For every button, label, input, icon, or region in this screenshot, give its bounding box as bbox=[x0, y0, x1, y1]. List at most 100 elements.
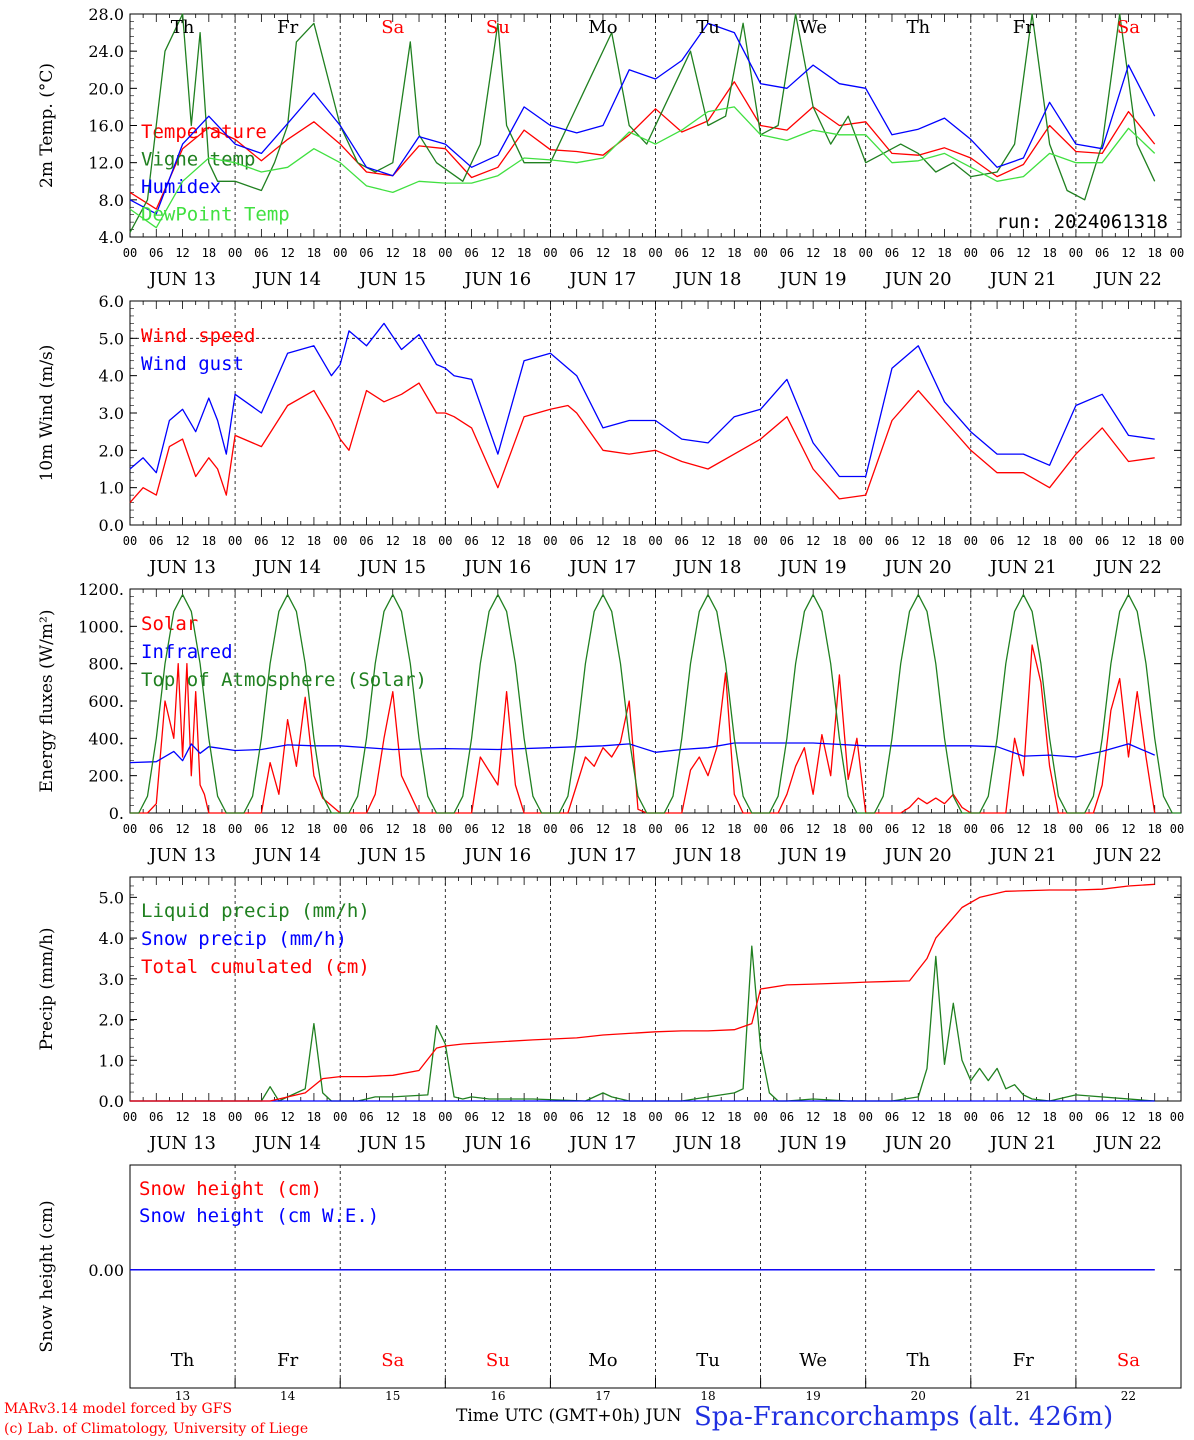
hour-tick-label: 12 bbox=[175, 822, 189, 836]
day-label: JUN 22 bbox=[1093, 845, 1162, 866]
hour-tick-label: 18 bbox=[517, 534, 531, 548]
lab-credit: (c) Lab. of Climatology, University of L… bbox=[4, 1421, 309, 1437]
hour-tick-label: 12 bbox=[911, 822, 925, 836]
day-label: JUN 16 bbox=[462, 845, 531, 866]
y-tick-label: 28.0 bbox=[88, 5, 124, 24]
day-label: JUN 18 bbox=[673, 845, 742, 866]
hour-tick-label: 06 bbox=[569, 246, 583, 260]
hour-tick-label: 18 bbox=[1042, 246, 1056, 260]
hour-tick-label: 00 bbox=[858, 1110, 872, 1124]
hour-tick-label: 00 bbox=[753, 822, 767, 836]
hour-tick-label: 00 bbox=[858, 534, 872, 548]
hour-tick-label: 06 bbox=[990, 822, 1004, 836]
hour-tick-label: 06 bbox=[464, 534, 478, 548]
hour-tick-label: 06 bbox=[990, 1110, 1004, 1124]
y-tick-label: 3.0 bbox=[99, 404, 124, 423]
hour-tick-label: 00 bbox=[333, 1110, 347, 1124]
hour-tick-label: 12 bbox=[911, 1110, 925, 1124]
hour-tick-label: 18 bbox=[727, 822, 741, 836]
hour-tick-label: 18 bbox=[832, 1110, 846, 1124]
day-label: JUN 13 bbox=[147, 557, 216, 578]
hour-tick-label: 00 bbox=[228, 822, 242, 836]
hour-tick-label: 12 bbox=[280, 1110, 294, 1124]
day-label: JUN 13 bbox=[147, 269, 216, 290]
hour-tick-label: 18 bbox=[1147, 246, 1161, 260]
day-number-label: 17 bbox=[595, 1389, 610, 1403]
weekday-label: Sa bbox=[1117, 17, 1140, 38]
day-label: JUN 19 bbox=[778, 557, 847, 578]
y-tick-label: 0. bbox=[109, 804, 124, 823]
weekday-label: Tu bbox=[696, 1350, 720, 1371]
hour-tick-label: 18 bbox=[307, 246, 321, 260]
day-label: JUN 14 bbox=[252, 1133, 321, 1154]
legend-entry: Infrared bbox=[141, 641, 233, 663]
hour-tick-label: 18 bbox=[412, 822, 426, 836]
y-tick-label: 8.0 bbox=[99, 191, 124, 210]
series-line-wind-gust bbox=[129, 322, 1155, 478]
day-label: JUN 21 bbox=[988, 1133, 1057, 1154]
series-line-solar bbox=[130, 644, 1156, 814]
hour-tick-label: 00 bbox=[1069, 246, 1083, 260]
hour-tick-label: 12 bbox=[491, 1110, 505, 1124]
hour-tick-label: 06 bbox=[569, 822, 583, 836]
legend-entry: Snow height (cm) bbox=[139, 1178, 322, 1200]
day-label: JUN 21 bbox=[988, 269, 1057, 290]
hour-tick-label: 06 bbox=[359, 1110, 373, 1124]
hour-tick-label: 06 bbox=[254, 1110, 268, 1124]
hour-tick-label: 06 bbox=[464, 1110, 478, 1124]
legend-entry: Snow height (cm W.E.) bbox=[139, 1205, 379, 1227]
hour-tick-label: 00 bbox=[228, 246, 242, 260]
legend-entry: Vigne temp bbox=[141, 149, 255, 171]
hour-tick-label: 12 bbox=[1121, 534, 1135, 548]
legend-entry: Wind speed bbox=[141, 325, 255, 347]
legend-entry: Solar bbox=[141, 613, 198, 635]
weekday-label: We bbox=[799, 1350, 827, 1371]
hour-tick-label: 06 bbox=[990, 534, 1004, 548]
weekday-label: Su bbox=[486, 17, 510, 38]
weekday-label: Fr bbox=[277, 1350, 298, 1371]
day-label: JUN 20 bbox=[883, 1133, 952, 1154]
day-number-label: 21 bbox=[1016, 1389, 1031, 1403]
hour-tick-label: 00 bbox=[753, 1110, 767, 1124]
time-axis-title: Time UTC (GMT+0h) JUN bbox=[456, 1406, 681, 1426]
y-tick-label: 1.0 bbox=[99, 479, 124, 498]
hour-tick-label: 00 bbox=[438, 822, 452, 836]
day-label: JUN 14 bbox=[252, 845, 321, 866]
day-label: JUN 20 bbox=[883, 557, 952, 578]
series-line-humidex bbox=[129, 22, 1156, 215]
hour-tick-label: 06 bbox=[675, 822, 689, 836]
y-tick-label: 24.0 bbox=[88, 42, 124, 61]
day-label: JUN 15 bbox=[357, 1133, 426, 1154]
hour-tick-label: 00 bbox=[858, 822, 872, 836]
weekday-label: Th bbox=[171, 17, 195, 38]
hour-tick-label: 18 bbox=[622, 822, 636, 836]
hour-tick-label: 00 bbox=[858, 246, 872, 260]
hour-tick-label: 06 bbox=[1095, 246, 1109, 260]
hour-tick-label: 00 bbox=[964, 534, 978, 548]
hour-tick-label: 00 bbox=[438, 246, 452, 260]
hour-tick-label: 00 bbox=[228, 534, 242, 548]
weekday-label: Sa bbox=[1117, 1350, 1140, 1371]
day-label: JUN 17 bbox=[568, 269, 637, 290]
series-line-temperature bbox=[129, 81, 1156, 210]
hour-tick-label: 06 bbox=[254, 246, 268, 260]
hour-tick-label: 06 bbox=[359, 534, 373, 548]
hour-tick-label: 06 bbox=[675, 534, 689, 548]
day-label: JUN 14 bbox=[252, 269, 321, 290]
hour-tick-label: 18 bbox=[307, 822, 321, 836]
day-label: JUN 13 bbox=[147, 845, 216, 866]
y-axis-label: Energy fluxes (W/m²) bbox=[37, 610, 57, 793]
hour-tick-label: 06 bbox=[464, 822, 478, 836]
hour-tick-label: 06 bbox=[1095, 1110, 1109, 1124]
y-tick-label: 20.0 bbox=[88, 79, 124, 98]
day-label: JUN 16 bbox=[462, 269, 531, 290]
day-label: JUN 20 bbox=[883, 845, 952, 866]
hour-tick-label: 12 bbox=[280, 534, 294, 548]
y-tick-label: 5.0 bbox=[99, 888, 124, 907]
y-tick-label: 3.0 bbox=[99, 970, 124, 989]
weekday-label: Fr bbox=[277, 17, 298, 38]
hour-tick-label: 18 bbox=[1147, 822, 1161, 836]
hour-tick-label: 00 bbox=[333, 534, 347, 548]
hour-tick-label: 18 bbox=[937, 246, 951, 260]
hour-tick-label: 12 bbox=[596, 246, 610, 260]
